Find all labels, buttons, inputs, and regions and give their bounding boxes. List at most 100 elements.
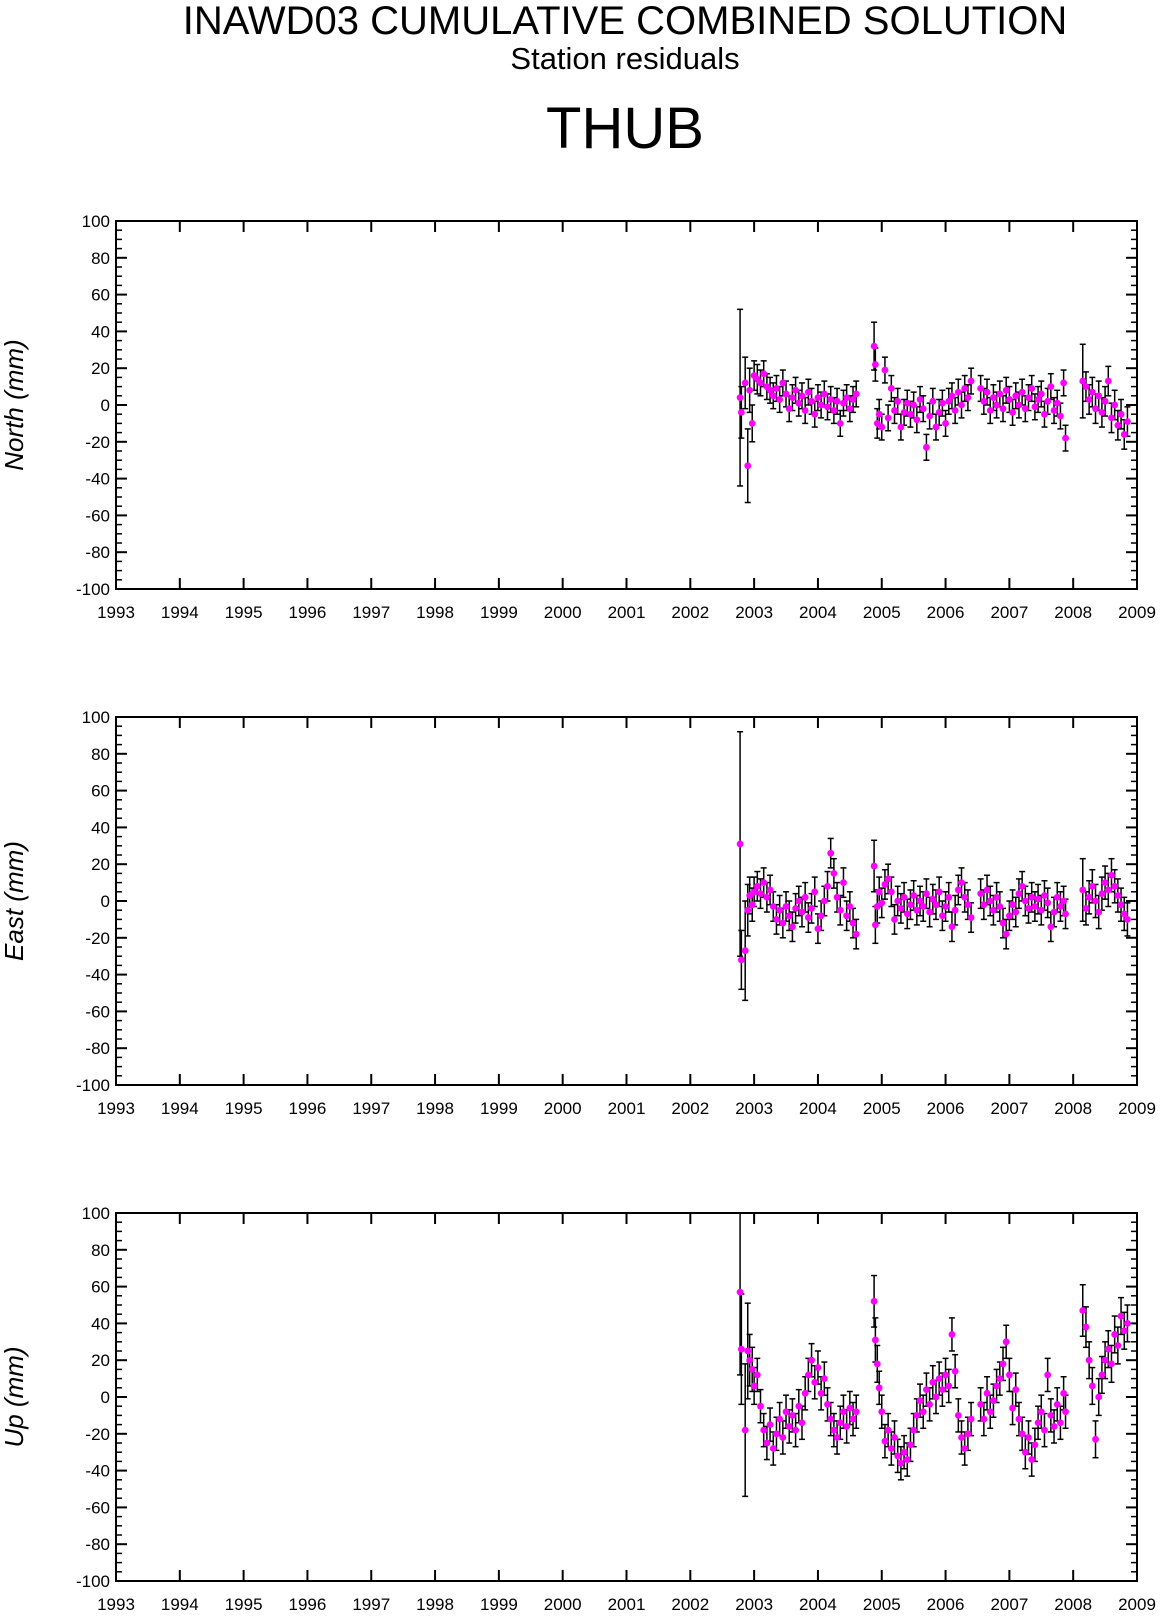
east-data-point [870, 862, 878, 870]
up-x-tick-label: 2008 [1054, 1595, 1092, 1614]
east-y-tick-label: 60 [91, 782, 110, 801]
up-data-point [1088, 1382, 1096, 1390]
up-data-point [1098, 1371, 1106, 1379]
north-data-point [884, 414, 892, 422]
up-x-tick-label: 2005 [863, 1595, 901, 1614]
north-data-point [833, 397, 841, 405]
up-data-point [827, 1415, 835, 1423]
up-data-point [996, 1375, 1004, 1382]
east-y-tick-label: 100 [82, 708, 110, 727]
north-data-point [736, 394, 744, 402]
east-data-point [1108, 871, 1115, 879]
east-data-point [923, 890, 930, 898]
up-data-point [1060, 1389, 1068, 1397]
north-data-point [1050, 407, 1058, 414]
north-data-point [792, 386, 800, 394]
east-data-point [929, 895, 937, 903]
east-data-point [789, 923, 796, 931]
north-data-point [932, 423, 940, 431]
north-data-point [1095, 392, 1103, 400]
east-data-point [1062, 910, 1069, 918]
north-x-tick-label: 2006 [927, 603, 965, 622]
north-x-tick-label: 1996 [289, 603, 327, 622]
east-data-point [977, 890, 985, 898]
east-data-point [824, 882, 831, 890]
north-series [736, 308, 1131, 504]
up-data-point [1031, 1441, 1039, 1449]
east-data-point [1095, 908, 1103, 916]
up-y-tick-label: -40 [85, 1462, 110, 1481]
north-data-point [1025, 394, 1032, 402]
east-data-point [1082, 904, 1090, 912]
north-data-point [871, 361, 879, 368]
east-data-point [1124, 916, 1131, 923]
east-data-point [996, 903, 1004, 910]
north-data-point [881, 366, 889, 374]
up-data-point [1053, 1400, 1061, 1408]
up-data-point [986, 1408, 994, 1416]
up-data-point [840, 1408, 847, 1416]
north-data-point [789, 394, 796, 402]
north-data-point [910, 401, 918, 409]
up-data-point [935, 1375, 943, 1382]
east-data-point [1079, 886, 1087, 894]
east-y-tick-label: 40 [91, 818, 110, 837]
north-data-point [900, 408, 908, 416]
east-data-point [849, 919, 857, 927]
up-data-point [1009, 1404, 1016, 1412]
up-data-point [1044, 1371, 1052, 1379]
north-y-tick-label: 20 [91, 359, 110, 378]
north-data-point [875, 410, 883, 418]
north-data-point [1108, 414, 1115, 422]
up-data-point [744, 1347, 752, 1355]
up-x-tick-label: 2003 [735, 1595, 773, 1614]
north-x-tick-label: 1999 [480, 603, 518, 622]
east-data-point [1050, 908, 1058, 916]
up-x-tick-label: 1999 [480, 1595, 518, 1614]
east-data-point [926, 908, 934, 916]
north-data-point [938, 399, 946, 407]
north-data-point [1053, 399, 1061, 407]
north-x-tick-label: 2002 [671, 603, 709, 622]
north-y-tick-label: -40 [85, 470, 110, 489]
up-data-point [884, 1426, 892, 1434]
east-data-point [753, 882, 761, 890]
up-x-tick-label: 1993 [97, 1595, 135, 1614]
east-data-point [1028, 893, 1036, 901]
north-data-point [748, 420, 756, 427]
up-data-point [1021, 1448, 1029, 1456]
east-x-tick-label: 2003 [735, 1099, 773, 1118]
up-y-tick-label: 40 [91, 1314, 110, 1333]
up-data-point [1114, 1342, 1122, 1349]
east-data-point [945, 893, 953, 901]
up-data-point [1082, 1323, 1090, 1331]
north-x-tick-label: 2007 [990, 603, 1028, 622]
up-data-point [951, 1367, 959, 1375]
up-y-tick-label: -100 [76, 1572, 110, 1591]
east-data-point [1117, 901, 1125, 909]
east-data-point [801, 893, 809, 901]
north-x-tick-label: 2000 [544, 603, 582, 622]
up-data-point [977, 1400, 985, 1408]
north-data-point [1041, 410, 1048, 418]
north-data-point [1018, 388, 1026, 396]
east-data-point [827, 849, 835, 857]
east-data-point [999, 919, 1007, 927]
up-data-point [776, 1415, 784, 1423]
east-data-point [916, 897, 924, 905]
north-data-point [891, 407, 898, 414]
north-data-point [897, 423, 905, 431]
east-data-point [1002, 930, 1010, 938]
north-data-point [1092, 405, 1099, 413]
east-data-point [873, 903, 881, 910]
up-data-point [1002, 1338, 1010, 1346]
up-x-tick-label: 1997 [352, 1595, 390, 1614]
up-data-point [811, 1378, 819, 1386]
up-data-point [878, 1408, 886, 1416]
up-data-point [1025, 1434, 1032, 1441]
up-data-point [820, 1375, 828, 1382]
north-y-tick-label: 80 [91, 249, 110, 268]
up-data-point [798, 1419, 806, 1427]
north-y-tick-label: 40 [91, 322, 110, 341]
north-data-point [1034, 396, 1042, 403]
